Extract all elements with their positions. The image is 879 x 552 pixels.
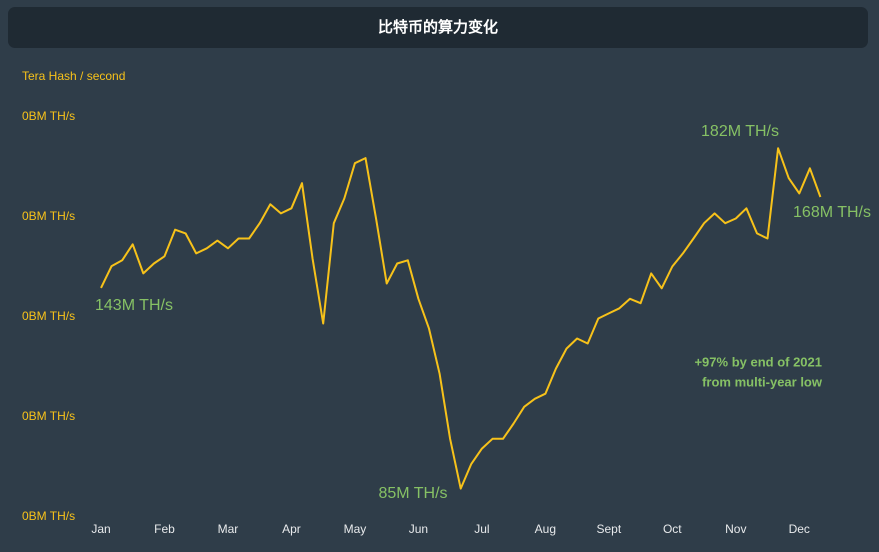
note: +97% by end of 2021 xyxy=(694,354,822,369)
y-axis-title: Tera Hash / second xyxy=(22,69,125,83)
y-tick-label: 0BM TH/s xyxy=(22,109,75,123)
chart-title: 比特币的算力变化 xyxy=(378,18,498,36)
annotation: 168M TH/s xyxy=(793,204,871,221)
x-tick-label: Apr xyxy=(282,522,301,536)
x-tick-label: May xyxy=(344,522,367,536)
x-tick-label: Sept xyxy=(596,522,621,536)
x-tick-label: Dec xyxy=(789,522,810,536)
title-bar xyxy=(8,7,868,48)
annotation: 85M TH/s xyxy=(378,485,447,502)
x-tick-label: Jul xyxy=(474,522,489,536)
annotation: 143M TH/s xyxy=(95,297,173,314)
y-tick-label: 0BM TH/s xyxy=(22,409,75,423)
y-tick-label: 0BM TH/s xyxy=(22,209,75,223)
x-tick-label: Jun xyxy=(409,522,428,536)
annotation: 182M TH/s xyxy=(701,123,779,140)
y-tick-label: 0BM TH/s xyxy=(22,509,75,523)
note: from multi-year low xyxy=(702,374,823,389)
x-tick-label: Nov xyxy=(725,522,746,536)
y-tick-label: 0BM TH/s xyxy=(22,309,75,323)
x-tick-label: Aug xyxy=(535,522,556,536)
x-tick-label: Feb xyxy=(154,522,175,536)
x-tick-label: Mar xyxy=(218,522,239,536)
line xyxy=(100,147,822,490)
x-tick-label: Jan xyxy=(91,522,110,536)
x-tick-label: Oct xyxy=(663,522,682,536)
